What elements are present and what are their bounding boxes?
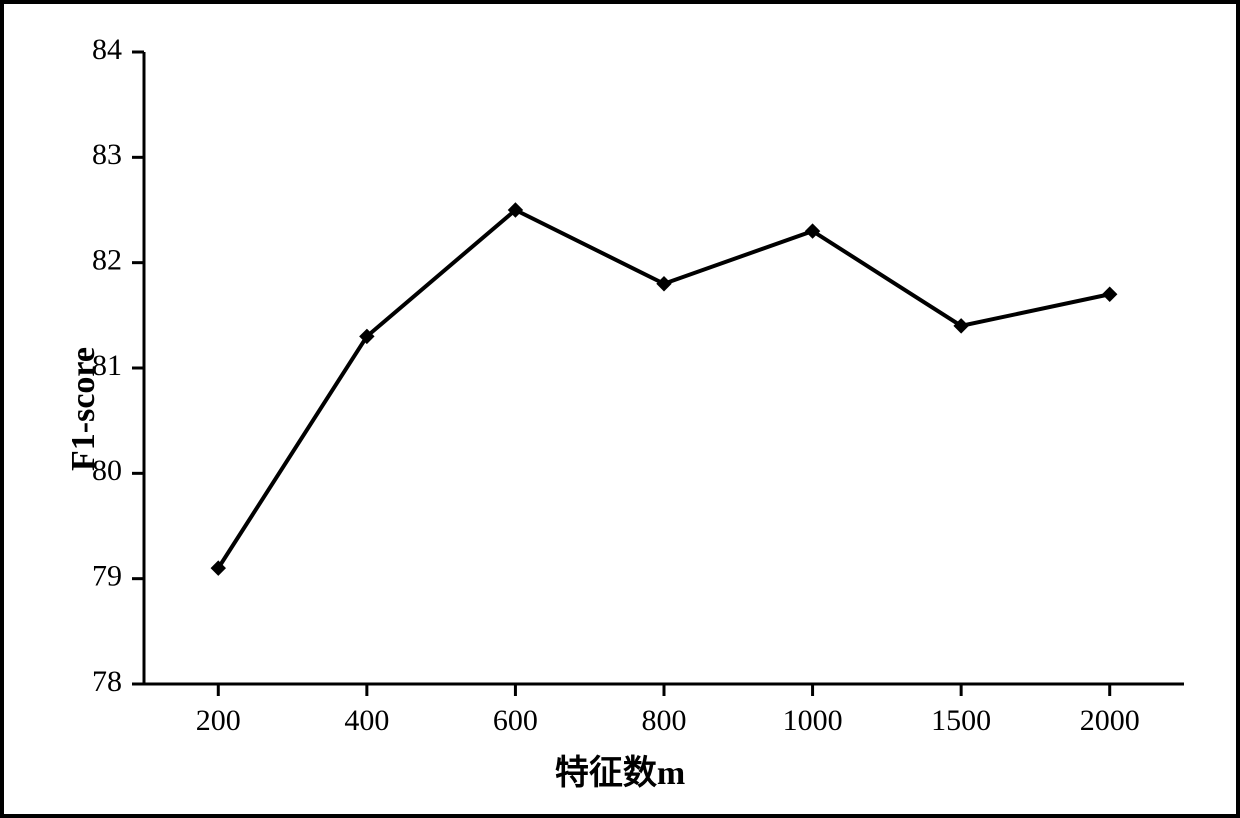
y-tick-label: 83 [92, 138, 122, 171]
chart-frame: F1-score 特征数m 78798081828384200400600800… [0, 0, 1240, 818]
y-tick-label: 82 [92, 244, 122, 277]
y-tick-label: 79 [92, 560, 122, 593]
x-tick-label: 200 [196, 704, 241, 737]
data-marker [1103, 287, 1117, 301]
data-marker [657, 277, 671, 291]
x-tick-label: 600 [493, 704, 538, 737]
x-tick-label: 1000 [783, 704, 843, 737]
x-tick-label: 800 [642, 704, 687, 737]
x-tick-label: 400 [344, 704, 389, 737]
x-tick-label: 2000 [1080, 704, 1140, 737]
x-axis-label: 特征数m [4, 745, 1236, 794]
line-chart: 78798081828384200400600800100015002000 [4, 4, 1236, 814]
x-tick-label: 1500 [931, 704, 991, 737]
y-tick-label: 78 [92, 665, 122, 698]
y-axis-label: F1-score [65, 347, 103, 471]
y-tick-label: 84 [92, 33, 122, 66]
data-line [218, 210, 1109, 568]
